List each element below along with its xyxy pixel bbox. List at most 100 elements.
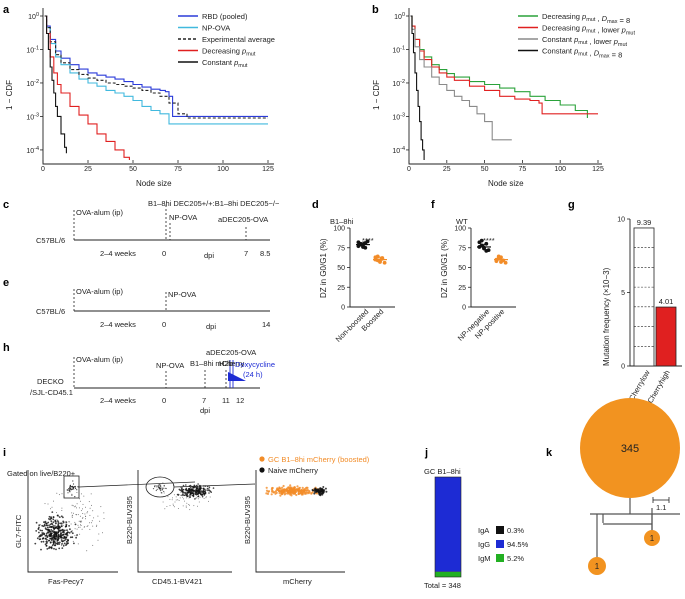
flow-plot-3-xlabel: mCherry xyxy=(283,577,312,586)
panel-g-ticks: 0 5 10 xyxy=(617,217,630,371)
flow2-gated-event-12 xyxy=(152,488,155,490)
flow1-sparse-event-45 xyxy=(69,488,71,490)
flow1-sparse-event-105 xyxy=(77,524,79,526)
flow1-sparse-event-10 xyxy=(74,506,76,508)
flow-plot-2-xlabel: CD45.1-BV421 xyxy=(152,577,202,586)
flow-plot-2-density xyxy=(152,482,215,511)
flow1-main-event-205 xyxy=(56,520,59,522)
flow1-main-event-255 xyxy=(41,529,43,532)
flow2-main-event-210 xyxy=(196,489,198,491)
flow1-gc-event-22 xyxy=(73,486,75,488)
flow1-sparse-event-0 xyxy=(61,507,63,509)
flow3-gc-event-159 xyxy=(265,492,268,495)
flow1-main-event-3 xyxy=(65,538,67,541)
flow2-sparse-event-58 xyxy=(186,502,188,504)
d-point-1-6 xyxy=(375,254,380,259)
flow2-main-event-72 xyxy=(207,489,209,492)
flow1-sparse-event-22 xyxy=(47,503,49,505)
b-xtick-label-4: 100 xyxy=(554,166,566,173)
flow1-main-event-301 xyxy=(65,537,67,539)
f-point-0-3 xyxy=(484,241,489,246)
panel-h-step-1: OVA-alum (ip) xyxy=(76,355,123,364)
flow3-gc-event-211 xyxy=(288,486,292,489)
flow2-sparse-event-18 xyxy=(195,496,197,498)
j-legend-pct-2: 5.2% xyxy=(507,554,524,563)
g-bar-value-0: 9.39 xyxy=(637,218,652,227)
panel-c-timeline: OVA-alum (ip) B1–8hi DEC205+/+:B1–8hi DE… xyxy=(36,199,280,260)
flow1-gc-event-21 xyxy=(72,483,75,485)
flow1-sparse-event-55 xyxy=(64,521,66,523)
flow2-main-event-193 xyxy=(196,487,198,490)
flow1-main-event-211 xyxy=(54,520,56,522)
flow2-sparse-event-22 xyxy=(172,505,174,507)
flow2-gated-event-19 xyxy=(155,489,157,492)
flow1-main-event-267 xyxy=(48,534,51,537)
panel-a-series xyxy=(44,15,268,160)
flow1-sparse-event-83 xyxy=(74,521,76,523)
panel-label-i: i xyxy=(3,447,6,459)
panel-e-step-1: OVA-alum (ip) xyxy=(76,287,123,296)
flow1-sparse-event-51 xyxy=(77,543,79,545)
flow1-sparse-event-117 xyxy=(79,520,81,522)
a-xtick-label-3: 75 xyxy=(174,166,182,173)
flow2-sparse-event-24 xyxy=(172,503,174,505)
flow1-main-event-147 xyxy=(58,547,61,550)
flow-plot-1-ylabel: GL7-FITC xyxy=(14,514,23,548)
flow2-main-event-219 xyxy=(178,488,181,491)
flow-plot-2-axes xyxy=(137,470,232,573)
flow1-main-event-204 xyxy=(58,535,60,538)
panel-label-e: e xyxy=(3,277,9,289)
flow2-sparse-event-14 xyxy=(197,498,199,500)
flow2-main-event-4 xyxy=(189,487,192,489)
flow2-main-event-183 xyxy=(192,486,195,489)
flow1-sparse-event-72 xyxy=(63,543,65,545)
flow3-naive-event-32 xyxy=(324,487,327,490)
panel-h-tick-0: 0 xyxy=(162,396,166,405)
panel-h-doxy-duration: (24 h) xyxy=(243,370,263,379)
flow1-sparse-event-44 xyxy=(53,500,54,502)
flow2-gated-event-24 xyxy=(159,490,162,492)
flow3-gc-event-30 xyxy=(296,485,299,488)
flow1-gc-event-15 xyxy=(66,489,68,491)
g-ytick-label-2: 10 xyxy=(617,217,625,224)
flow1-main-event-254 xyxy=(45,522,48,525)
flow1-main-event-314 xyxy=(53,530,55,533)
flow1-main-event-292 xyxy=(62,530,65,532)
flow1-sparse-event-109 xyxy=(100,506,102,508)
flow3-gc-event-34 xyxy=(278,492,281,495)
flow1-sparse-event-104 xyxy=(91,504,92,506)
flow3-gc-event-214 xyxy=(283,493,286,496)
flow1-sparse-event-73 xyxy=(89,528,91,530)
flow1-sparse-event-86 xyxy=(64,532,66,534)
flow2-main-event-206 xyxy=(197,483,199,485)
flow2-gated-event-4 xyxy=(161,487,163,489)
flow2-sparse-event-0 xyxy=(175,499,177,501)
flow1-sparse-event-88 xyxy=(71,516,73,518)
flow2-sparse-event-9 xyxy=(182,496,184,498)
flow1-gc-event-32 xyxy=(72,487,74,489)
panel-a-xlabel: Node size xyxy=(136,179,172,188)
flow3-gc-event-94 xyxy=(265,486,268,489)
flow1-sparse-event-106 xyxy=(69,528,71,530)
panel-f-ticks: 0 25 50 75 100 xyxy=(454,226,471,312)
panel-h-strain-2: /SJL-CD45.1 xyxy=(30,388,73,397)
gate-connector-2 xyxy=(173,483,256,488)
flow1-sparse-event-87 xyxy=(89,514,91,516)
panel-a-legend: RBD (pooled) NP-OVA Experimental average De… xyxy=(178,12,275,69)
flow1-main-event-286 xyxy=(55,532,58,534)
flow2-sparse-event-20 xyxy=(181,495,183,497)
flow1-main-event-84 xyxy=(42,540,45,543)
flow3-gc-event-157 xyxy=(295,493,298,497)
flow1-main-event-293 xyxy=(45,540,48,543)
flow1-sparse-event-100 xyxy=(73,512,74,514)
flow1-main-event-304 xyxy=(55,526,58,529)
j-legend-swatch-1 xyxy=(496,540,504,548)
flow2-gated-event-38 xyxy=(160,492,162,494)
panel-h-step-5: aDEC205-OVA xyxy=(206,348,256,357)
a-xtick-label-2: 50 xyxy=(129,166,137,173)
flow1-sparse-event-34 xyxy=(76,514,77,516)
flow1-main-event-273 xyxy=(57,526,60,528)
flow-plot-3-scatter xyxy=(265,484,328,497)
flow1-main-event-248 xyxy=(50,529,53,531)
